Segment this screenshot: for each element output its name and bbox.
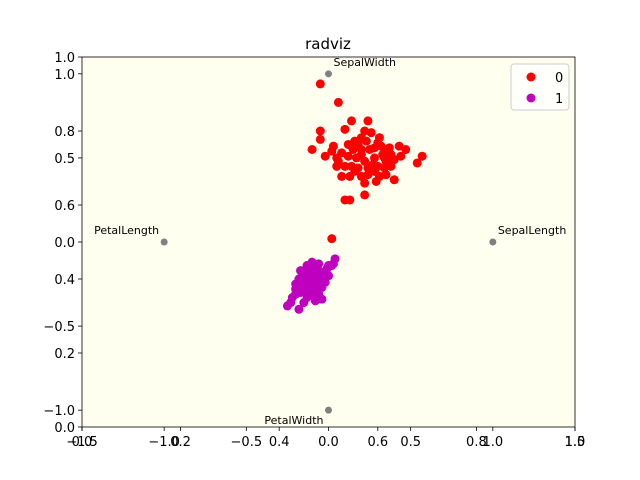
legend-box [510,63,570,111]
legend: 01 [510,63,570,111]
series-0-point [320,151,330,161]
anchor-point [489,238,497,246]
outer-x-tick-label: 0.8 [466,435,487,450]
series-1-point [294,304,304,314]
series-0-point [332,161,342,171]
series-0-point [337,171,347,181]
series-0-point [343,151,353,161]
series-1-point [286,298,296,308]
series-0-point [370,153,380,163]
series-0-point [307,145,317,154]
series-1-point [299,281,309,291]
chart-title: radviz [305,35,351,53]
anchor-points: SepalLength SepalWidth PetalLength PetalWid… [94,56,566,427]
data-points [282,79,427,314]
anchor-label: SepalWidth [334,56,397,69]
y-tick-label: 0.0 [54,236,75,251]
outer-y-tick-label: 0.0 [54,421,75,436]
outer-y-tick-label: 0.2 [54,347,75,362]
series-0-point [360,156,370,166]
series-1-point [291,289,301,299]
series-0-point [315,134,325,144]
y-tick-label: −1.0 [43,404,75,419]
anchor-point [325,406,332,414]
y-tick-label: 1.0 [54,68,75,83]
x-tick-label: 0.0 [318,435,339,450]
x-tick-label: −0.5 [231,435,263,450]
series-0-point [360,178,370,188]
series-0-point [363,163,373,173]
series-0-point [340,161,350,171]
series-1-point [302,293,312,302]
series-0-point [374,133,384,143]
series-0-point [333,97,343,107]
outer-x-tick-label: 0.4 [269,435,290,450]
plot-background [82,57,575,427]
outer-axis-ticks: 0.0 0.2 0.4 0.6 0.8 1.00.00.20.40.60.81.0 [54,51,585,450]
series-0-point [361,136,371,146]
legend-label: 1 [555,92,563,107]
anchor-label: PetalLength [94,224,159,237]
series-1-point [314,279,324,289]
series-0-point [389,175,399,185]
series-0-point [327,234,337,244]
outer-y-tick-label: 0.8 [54,125,75,140]
x-tick-label: 0.5 [400,435,421,450]
series-0-point [351,153,361,163]
series-0-point [315,126,325,136]
outer-x-tick-label: 0.0 [72,435,93,450]
anchor-point [325,70,332,78]
series-0-point [340,195,350,205]
outer-y-tick-label: 1.0 [54,51,75,66]
anchor-label: PetalWidth [264,414,323,427]
inner-axis-ticks: −1.5 −1.0 −0.5 0.0 0.5 1.0 1.5−1.0−0.50.00.51.… [43,68,585,450]
series-1-point [307,286,317,296]
series-0-point [327,146,337,156]
series-1-point [324,261,333,271]
outer-y-tick-label: 0.6 [54,199,75,214]
series-0-point [363,116,373,126]
outer-x-tick-label: 0.6 [367,435,388,450]
outer-x-tick-label: 1.0 [565,435,586,450]
series-0-point [360,190,370,200]
x-tick-label: −1.5 [66,435,98,450]
series-0-point [396,151,406,161]
series-0-point [386,161,396,171]
plot-frame [81,56,576,428]
series-0-point [347,161,357,171]
series-1-point [320,267,330,277]
series-1-point [312,267,322,277]
series-0-point [356,145,366,154]
x-tick-label: −1.0 [148,435,180,450]
series-0-point [379,153,389,163]
legend-label: 0 [555,71,563,86]
anchor-point [160,238,168,246]
outer-x-tick-label: 0.2 [170,435,191,450]
series-0-point [394,141,404,151]
series-0-point [340,124,350,134]
x-tick-label: 1.0 [482,435,503,450]
series-1-point [291,279,301,289]
series-1-point [317,294,327,304]
series-0-point [412,158,422,168]
anchor-label: SepalLength [498,224,566,237]
y-tick-label: 0.5 [54,152,75,167]
series-0-point [347,116,357,126]
x-tick-label: 1.5 [565,435,586,450]
series-0-point [370,143,380,153]
series-0-point [417,151,427,161]
series-0-point [315,79,325,89]
series-0-point [371,176,381,186]
legend-marker [526,72,536,82]
outer-y-tick-label: 0.4 [54,273,75,288]
series-0-point [350,136,360,146]
series-0-point [381,170,391,180]
series-0-point [366,128,376,138]
y-tick-label: −0.5 [43,320,75,335]
legend-marker [526,93,536,103]
